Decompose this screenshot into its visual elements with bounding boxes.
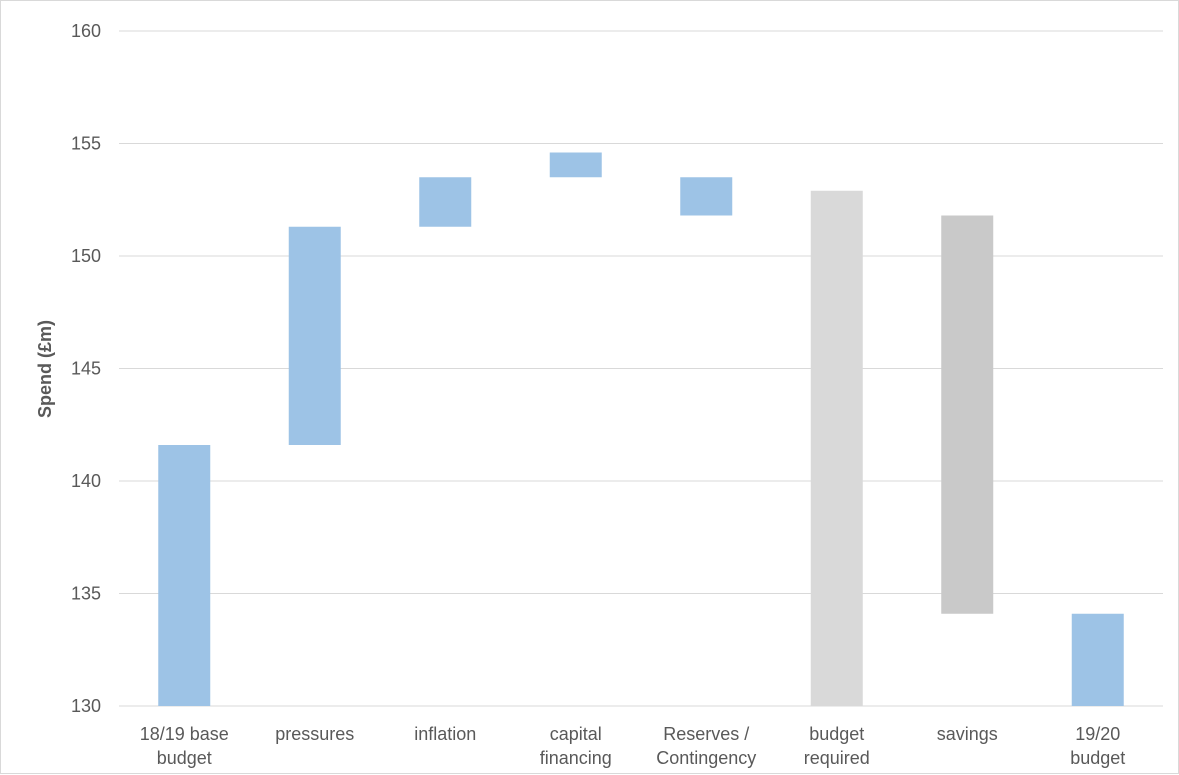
- x-category-label: pressures: [275, 724, 354, 744]
- y-tick-label: 145: [71, 359, 101, 379]
- y-axis-title: Spend (£m): [35, 320, 55, 418]
- y-axis-ticks: 130 135 140 145 150 155 160: [71, 21, 101, 716]
- bar: [158, 445, 211, 706]
- y-tick-label: 140: [71, 471, 101, 491]
- bar: [680, 177, 733, 216]
- bar: [810, 190, 863, 706]
- x-category-label: inflation: [414, 724, 476, 744]
- gridlines: [119, 30, 1163, 707]
- y-tick-label: 160: [71, 21, 101, 41]
- y-tick-label: 150: [71, 246, 101, 266]
- x-category-label: 18/19 base budget: [140, 724, 229, 768]
- x-category-label: Reserves / Contingency: [656, 724, 756, 768]
- x-category-label: 19/20 budget: [1070, 724, 1125, 768]
- y-tick-label: 155: [71, 134, 101, 154]
- bar: [419, 177, 472, 227]
- bar: [941, 215, 994, 614]
- bar: [549, 152, 602, 178]
- bar: [1071, 613, 1124, 706]
- x-axis-labels: 18/19 base budget pressures inflation capita…: [140, 724, 1126, 768]
- bar: [288, 226, 341, 445]
- x-category-label: budget required: [804, 724, 870, 768]
- y-tick-label: 130: [71, 696, 101, 716]
- x-category-label: capital financing: [540, 724, 612, 768]
- bars: [158, 152, 1124, 706]
- y-tick-label: 135: [71, 584, 101, 604]
- x-category-label: savings: [937, 724, 998, 744]
